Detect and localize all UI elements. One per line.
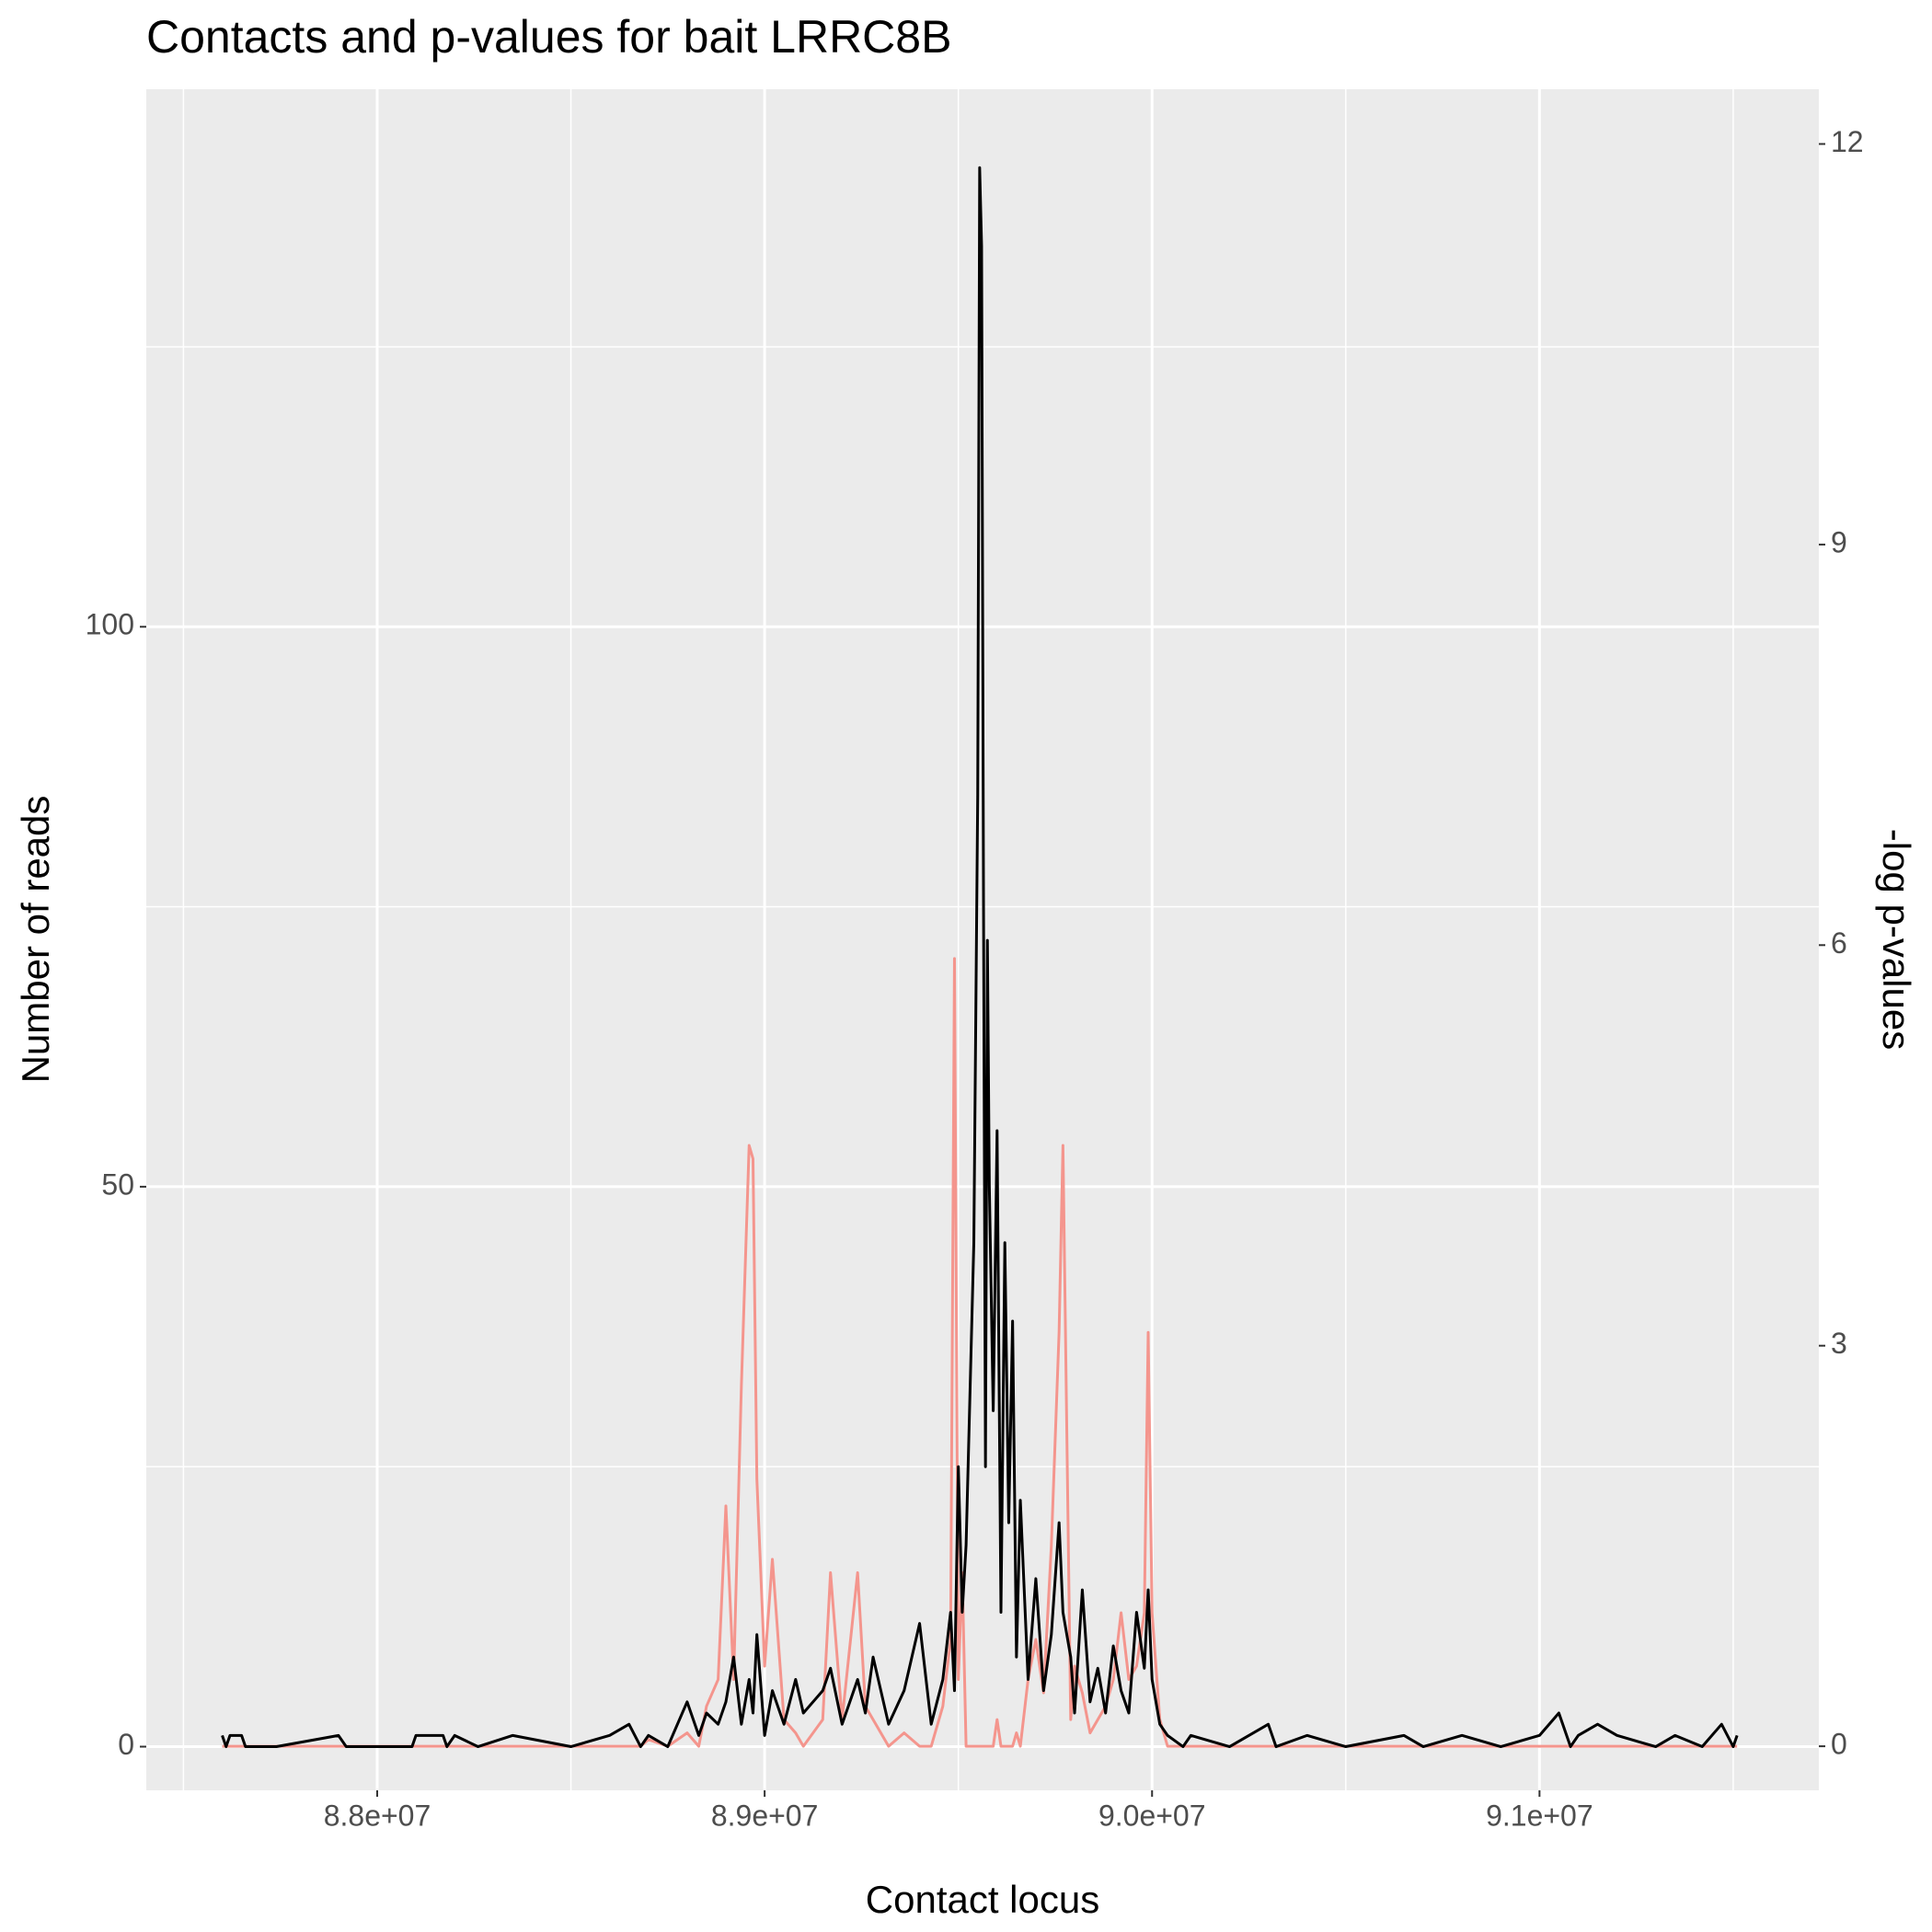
x-tick-label: 9.0e+07 xyxy=(1098,1799,1206,1832)
x-axis-title: Contact locus xyxy=(866,1878,1099,1921)
y2-axis-title: -log p-values xyxy=(1875,829,1918,1050)
data-line xyxy=(221,166,1739,1749)
y2-tick-label: 3 xyxy=(1831,1327,1847,1360)
y2-tick-label: 9 xyxy=(1831,525,1847,558)
chart-title: Contacts and p-values for bait LRRC8B xyxy=(146,11,951,63)
y-axis-title: Number of reads xyxy=(14,796,57,1084)
y2-tick-label: 0 xyxy=(1831,1728,1847,1761)
x-tick-label: 8.8e+07 xyxy=(324,1799,431,1832)
y2-tick-label: 6 xyxy=(1831,926,1847,960)
y-tick-label: 100 xyxy=(86,608,134,641)
y-tick-label: 50 xyxy=(101,1167,134,1201)
y-tick-label: 0 xyxy=(118,1728,134,1761)
x-tick-label: 8.9e+07 xyxy=(711,1799,819,1832)
x-tick-label: 9.1e+07 xyxy=(1486,1799,1593,1832)
y2-tick-label: 12 xyxy=(1831,125,1864,158)
